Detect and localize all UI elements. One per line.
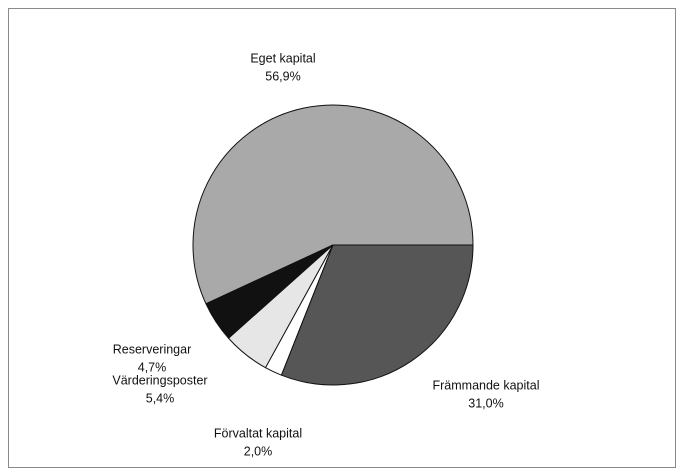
slice-label: Förvaltat kapital	[214, 426, 302, 440]
slice-label: Främmande kapital	[433, 378, 540, 392]
slice-value-label: 5,4%	[146, 391, 175, 405]
pie-slice	[192, 104, 474, 305]
slice-label: Värderingsposter	[112, 373, 207, 387]
slice-value-label: 31,0%	[468, 396, 503, 410]
slice-value-label: 56,9%	[265, 69, 300, 83]
slice-value-label: 4,7%	[138, 360, 167, 374]
slice-label: Eget kapital	[250, 51, 315, 65]
slice-label: Reserveringar	[113, 342, 192, 356]
pie-slice	[280, 244, 474, 386]
slice-value-label: 2,0%	[244, 444, 273, 458]
